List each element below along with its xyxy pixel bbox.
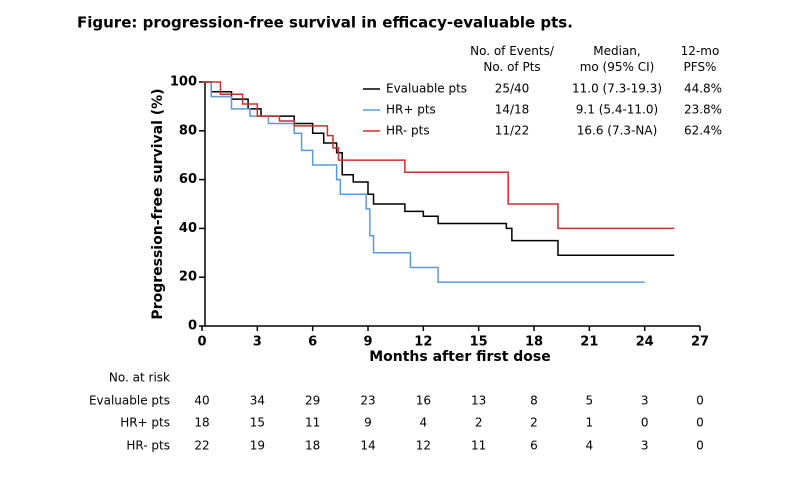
- events: 14/18: [495, 103, 530, 117]
- y-tick-label: 40: [179, 221, 197, 236]
- risk-count: 12: [416, 439, 431, 453]
- risk-count: 22: [194, 439, 209, 453]
- legend-label: HR- pts: [386, 124, 430, 138]
- x-tick-label: 9: [363, 335, 372, 350]
- column-header: 12-mo PFS%: [681, 44, 720, 74]
- risk-count: 0: [696, 416, 704, 430]
- pfs12: 23.8%: [684, 103, 722, 117]
- x-tick-label: 15: [470, 335, 488, 350]
- median: 9.1 (5.4-11.0): [576, 103, 658, 117]
- column-header: Median, mo (95% CI): [580, 44, 655, 74]
- risk-count: 13: [471, 394, 486, 408]
- km-curve: [202, 81, 645, 283]
- y-axis-label: Progression-free survival (%): [150, 88, 166, 319]
- median: 16.6 (7.3-NA): [577, 124, 658, 138]
- x-tick-label: 24: [636, 335, 654, 350]
- events: 25/40: [495, 82, 530, 96]
- x-tick-label: 27: [691, 335, 709, 350]
- x-tick-label: 3: [253, 335, 262, 350]
- x-tick-label: 0: [197, 335, 206, 350]
- risk-count: 23: [360, 394, 375, 408]
- risk-count: 5: [586, 394, 594, 408]
- y-tick-label: 80: [179, 123, 197, 138]
- risk-count: 19: [250, 439, 265, 453]
- risk-count: 0: [696, 439, 704, 453]
- risk-count: 34: [250, 394, 265, 408]
- risk-count: 9: [364, 416, 372, 430]
- risk-title: No. at risk: [109, 371, 170, 385]
- risk-count: 0: [696, 394, 704, 408]
- risk-count: 3: [641, 439, 649, 453]
- km-curve: [202, 81, 675, 230]
- chart-title: Figure: progression-free survival in eff…: [77, 14, 573, 32]
- risk-count: 0: [641, 416, 649, 430]
- events: 11/22: [495, 124, 530, 138]
- risk-count: 15: [250, 416, 265, 430]
- x-tick-label: 18: [525, 335, 543, 350]
- risk-count: 18: [194, 416, 209, 430]
- risk-count: 2: [475, 416, 483, 430]
- risk-count: 18: [305, 439, 320, 453]
- risk-count: 29: [305, 394, 320, 408]
- x-tick-label: 21: [580, 335, 598, 350]
- y-tick-label: 0: [188, 319, 197, 334]
- risk-count: 40: [194, 394, 209, 408]
- risk-row-label: HR- pts: [126, 439, 170, 453]
- legend-label: Evaluable pts: [386, 82, 467, 96]
- risk-count: 16: [416, 394, 431, 408]
- pfs12: 62.4%: [684, 124, 722, 138]
- risk-count: 11: [305, 416, 320, 430]
- risk-row-label: Evaluable pts: [89, 394, 170, 408]
- risk-count: 11: [471, 439, 486, 453]
- risk-count: 1: [586, 416, 594, 430]
- risk-count: 4: [420, 416, 428, 430]
- x-axis-label: Months after first dose: [369, 349, 551, 365]
- y-tick-label: 60: [179, 172, 197, 187]
- risk-count: 8: [530, 394, 538, 408]
- risk-count: 2: [530, 416, 538, 430]
- median: 11.0 (7.3-19.3): [572, 82, 662, 96]
- risk-count: 6: [530, 439, 538, 453]
- risk-count: 3: [641, 394, 649, 408]
- risk-count: 14: [360, 439, 375, 453]
- x-tick-label: 12: [414, 335, 432, 350]
- y-tick-label: 100: [170, 75, 197, 90]
- legend-label: HR+ pts: [386, 103, 436, 117]
- column-header: No. of Events/No. of Pts: [470, 44, 555, 74]
- x-tick-label: 6: [308, 335, 317, 350]
- risk-count: 4: [586, 439, 594, 453]
- pfs12: 44.8%: [684, 82, 722, 96]
- y-tick-label: 20: [179, 270, 197, 285]
- risk-row-label: HR+ pts: [120, 416, 170, 430]
